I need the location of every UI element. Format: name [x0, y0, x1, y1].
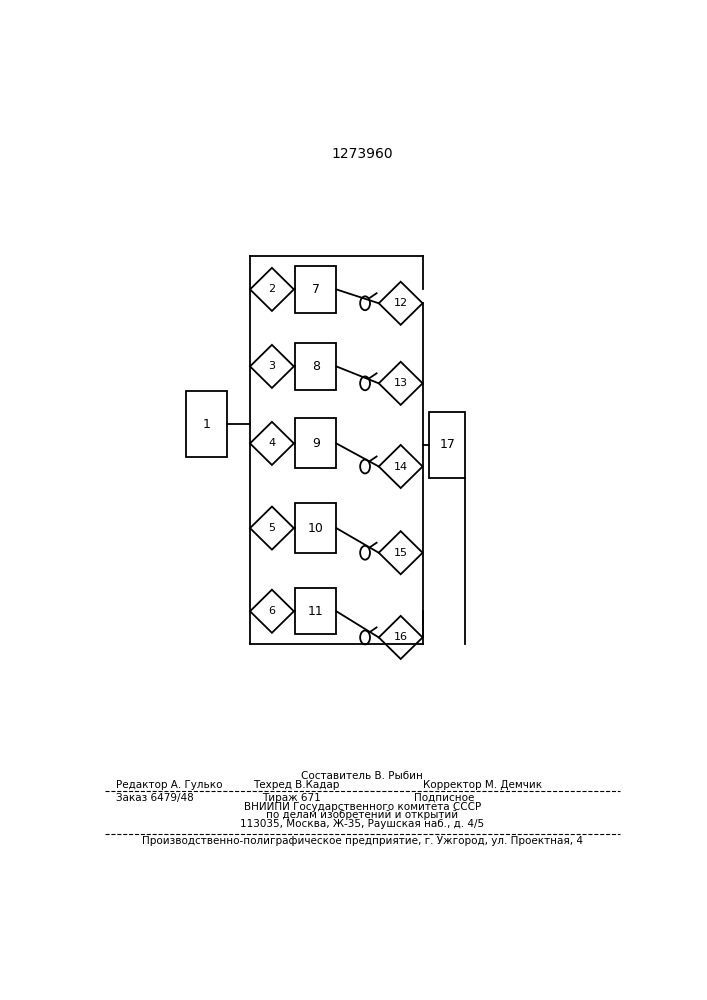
Text: Редактор А. Гулько: Редактор А. Гулько	[116, 780, 222, 790]
Bar	[296, 588, 337, 634]
Text: Производственно-полиграфическое предприятие, г. Ужгород, ул. Проектная, 4: Производственно-полиграфическое предприя…	[142, 836, 583, 846]
Text: 4: 4	[269, 438, 276, 448]
Polygon shape	[379, 616, 423, 659]
Text: 14: 14	[394, 462, 408, 472]
Polygon shape	[250, 507, 294, 550]
Polygon shape	[379, 531, 423, 574]
Text: 15: 15	[394, 548, 408, 558]
Text: 1273960: 1273960	[332, 147, 393, 161]
Text: ВНИИПИ Государственного комитета СССР: ВНИИПИ Государственного комитета СССР	[244, 802, 481, 812]
Polygon shape	[250, 590, 294, 633]
Text: 13: 13	[394, 378, 408, 388]
Text: Заказ 6479/48: Заказ 6479/48	[116, 793, 194, 803]
Text: 8: 8	[312, 360, 320, 373]
Bar	[296, 266, 337, 312]
Text: Составитель В. Рыбин: Составитель В. Рыбин	[301, 771, 423, 781]
Text: 10: 10	[308, 522, 324, 535]
Text: 1: 1	[202, 418, 210, 431]
Text: 11: 11	[308, 605, 324, 618]
Text: 16: 16	[394, 632, 408, 642]
Polygon shape	[250, 345, 294, 388]
Text: 113035, Москва, Ж-35, Раушская наб., д. 4/5: 113035, Москва, Ж-35, Раушская наб., д. …	[240, 819, 484, 829]
Text: Подписное: Подписное	[414, 793, 474, 803]
Polygon shape	[379, 282, 423, 325]
Text: 2: 2	[269, 284, 276, 294]
Text: Корректор М. Демчик: Корректор М. Демчик	[423, 780, 542, 790]
Text: 6: 6	[269, 606, 276, 616]
Bar	[296, 343, 337, 389]
Text: 9: 9	[312, 437, 320, 450]
Polygon shape	[379, 445, 423, 488]
Text: 7: 7	[312, 283, 320, 296]
Polygon shape	[250, 422, 294, 465]
Polygon shape	[379, 362, 423, 405]
Polygon shape	[250, 268, 294, 311]
Text: 17: 17	[439, 438, 455, 451]
Text: Техред В.Кадар: Техред В.Кадар	[253, 780, 340, 790]
Bar	[186, 391, 227, 457]
Bar	[296, 503, 337, 553]
Text: Тираж 671: Тираж 671	[262, 793, 320, 803]
Text: 3: 3	[269, 361, 276, 371]
Text: 5: 5	[269, 523, 276, 533]
Bar	[296, 418, 337, 468]
Text: по делам изобретений и открытий: по делам изобретений и открытий	[267, 810, 458, 820]
Text: 12: 12	[394, 298, 408, 308]
Bar	[429, 412, 465, 478]
